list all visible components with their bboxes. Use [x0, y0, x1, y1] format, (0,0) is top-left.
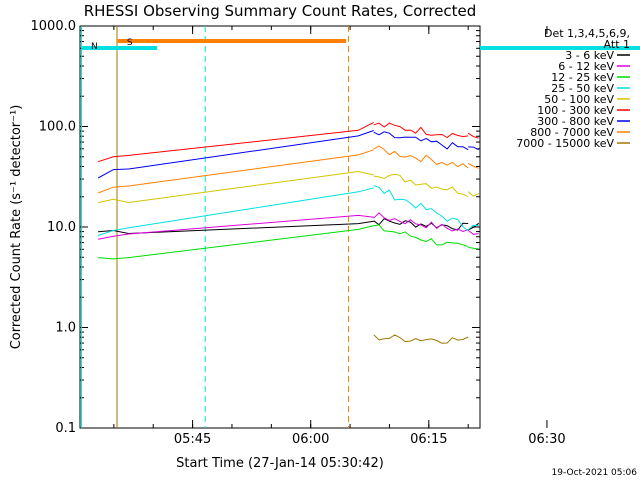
- legend-entry: 50 - 100 keV: [544, 93, 614, 106]
- legend-entry: 25 - 50 keV: [551, 82, 614, 95]
- x-tick-label: 06:00: [292, 432, 329, 447]
- series-lines: [97, 121, 480, 344]
- y-tick-label: 10.0: [47, 220, 76, 235]
- series-line-7: [97, 145, 479, 194]
- legend-entry: 300 - 800 keV: [537, 115, 614, 128]
- x-tick-label: 06:30: [528, 432, 565, 447]
- generated-timestamp: 19-Oct-2021 05:06: [552, 468, 638, 478]
- legend-entry: 800 - 7000 keV: [530, 126, 614, 139]
- y-tick-label: 1000.0: [31, 19, 77, 34]
- legend-header: Att 1: [604, 38, 630, 51]
- series-line-1: [98, 212, 479, 240]
- x-tick-label: 05:45: [174, 432, 211, 447]
- vertical-markers: [81, 26, 350, 428]
- legend-entry: 3 - 6 keV: [565, 49, 614, 62]
- y-axis: 0.1 1.0 10.0 100.0 1000.0: [31, 19, 480, 436]
- flag-bars: SNF: [82, 38, 640, 52]
- series-line-5: [97, 121, 479, 163]
- y-tick-label: 0.1: [55, 421, 76, 436]
- legend-header: Det 1,3,4,5,6,9,: [544, 27, 630, 40]
- series-line-4: [97, 170, 479, 204]
- y-tick-label: 100.0: [39, 120, 76, 135]
- series-line-3: [97, 185, 479, 236]
- chart-title: RHESSI Observing Summary Count Rates, Co…: [84, 2, 477, 20]
- flag-label-s: S: [127, 38, 133, 48]
- flag-label-n: N: [91, 42, 98, 52]
- series-line-2: [98, 224, 479, 260]
- x-tick-label: 06:15: [410, 432, 447, 447]
- x-axis-label: Start Time (27-Jan-14 05:30:42): [176, 456, 384, 471]
- series-line-8: [373, 334, 469, 344]
- y-tick-label: 1.0: [55, 321, 76, 336]
- legend-entry: 7000 - 15000 keV: [516, 137, 614, 150]
- legend-entry: 6 - 12 keV: [558, 60, 614, 73]
- legend-entry: 12 - 25 keV: [551, 71, 614, 84]
- y-axis-label: Corrected Count Rate (s⁻¹ detector⁻¹): [9, 105, 24, 350]
- series-line-6: [97, 130, 479, 179]
- legend-entry: 100 - 300 keV: [537, 104, 614, 117]
